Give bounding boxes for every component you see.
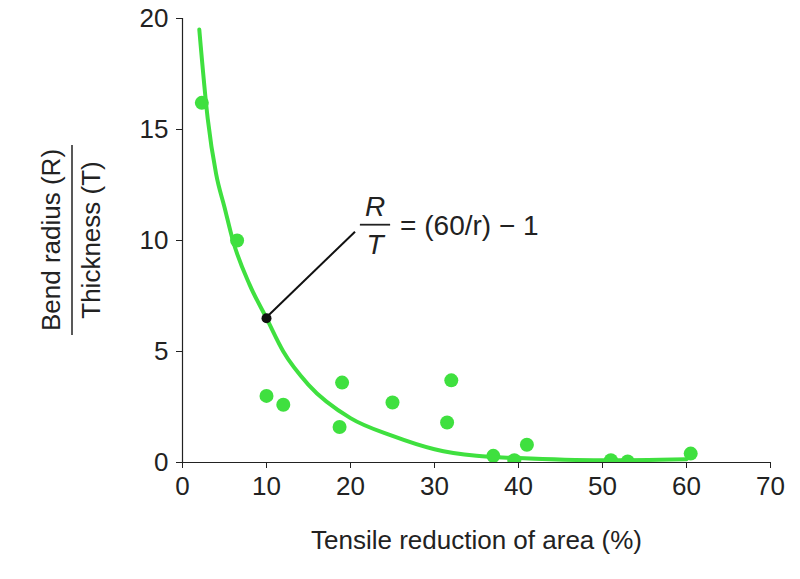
svg-text:10: 10 (252, 471, 281, 501)
svg-text:R: R (365, 191, 385, 222)
svg-text:Tensile reduction of area (%): Tensile reduction of area (%) (311, 525, 642, 555)
svg-text:10: 10 (140, 225, 169, 255)
svg-text:T: T (366, 229, 385, 260)
svg-text:= (60/r) − 1: = (60/r) − 1 (400, 210, 539, 241)
svg-text:0: 0 (175, 471, 189, 501)
svg-text:20: 20 (336, 471, 365, 501)
svg-text:20: 20 (140, 3, 169, 33)
svg-text:60: 60 (672, 471, 701, 501)
svg-text:50: 50 (588, 471, 617, 501)
svg-text:0: 0 (154, 447, 168, 477)
svg-text:40: 40 (504, 471, 533, 501)
svg-text:Bend radius (R): Bend radius (R) (36, 149, 66, 331)
svg-text:Thickness (T): Thickness (T) (76, 161, 106, 318)
svg-text:70: 70 (756, 471, 785, 501)
svg-text:5: 5 (154, 336, 168, 366)
svg-text:30: 30 (420, 471, 449, 501)
svg-text:15: 15 (140, 114, 169, 144)
